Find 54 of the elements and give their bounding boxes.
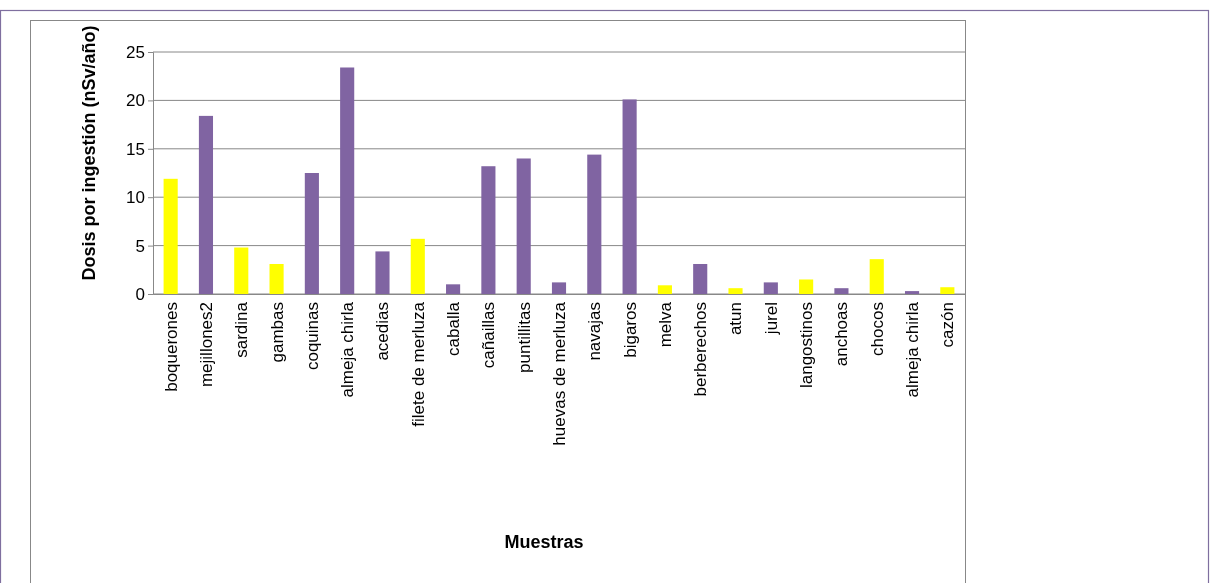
x-tick-label: anchoas	[832, 302, 852, 367]
bar	[481, 166, 496, 294]
y-tick-label: 25	[126, 42, 145, 62]
bar	[693, 263, 708, 294]
bar	[728, 288, 743, 294]
x-tick-label: gambas	[267, 302, 287, 363]
bar	[446, 284, 461, 294]
bar	[551, 282, 567, 294]
y-tick-label: 10	[126, 188, 145, 208]
x-tick-label: filete de merluza	[408, 301, 428, 427]
bar	[234, 247, 249, 294]
x-tick-label: mejillones2	[196, 302, 216, 388]
bar	[904, 291, 920, 294]
y-tick-label: 15	[126, 139, 145, 159]
y-tick-label: 0	[135, 284, 145, 304]
x-tick-label: bigaros	[620, 302, 640, 358]
bar	[763, 282, 778, 294]
x-axis-title: Muestras	[504, 532, 584, 552]
x-tick-label: melva	[655, 301, 675, 348]
bar	[940, 287, 955, 294]
bar	[516, 158, 531, 294]
x-tick-label: caballa	[444, 301, 464, 356]
x-tick-label: cañaillas	[479, 302, 499, 369]
x-tick-label: almeja chirla	[338, 301, 358, 398]
x-tick-label: coquinas	[302, 302, 322, 371]
bar	[163, 178, 178, 294]
x-tick-label: puntillitas	[514, 302, 534, 373]
x-tick-label: boquerones	[161, 302, 181, 392]
bar	[269, 263, 284, 294]
x-tick-label: navajas	[585, 302, 605, 361]
x-tick-label: sardina	[232, 301, 252, 358]
bar	[622, 99, 637, 294]
y-tick-label: 20	[126, 91, 145, 111]
bar	[799, 279, 814, 294]
bar	[587, 154, 602, 294]
x-tick-label: huevas de merluza	[549, 301, 569, 446]
x-tick-label: cazón	[938, 302, 958, 348]
x-tick-label: atun	[726, 302, 746, 336]
bar	[869, 259, 884, 294]
x-tick-label: chocos	[867, 302, 887, 356]
x-tick-label: langostinos	[797, 302, 817, 389]
bar	[410, 238, 425, 294]
bar	[375, 251, 390, 294]
y-axis-title: Dosis por ingestión (nSv/año)	[79, 25, 99, 281]
x-tick-label: berberechos	[691, 302, 711, 397]
bar	[657, 285, 672, 294]
bar	[304, 173, 319, 294]
bar	[198, 115, 214, 294]
y-tick-label: 5	[135, 236, 145, 256]
x-tick-label: jurel	[761, 302, 781, 336]
x-tick-label: acedias	[373, 302, 393, 361]
bar	[340, 67, 355, 294]
bar	[834, 288, 849, 294]
x-tick-label: almeja chirla	[902, 301, 922, 398]
